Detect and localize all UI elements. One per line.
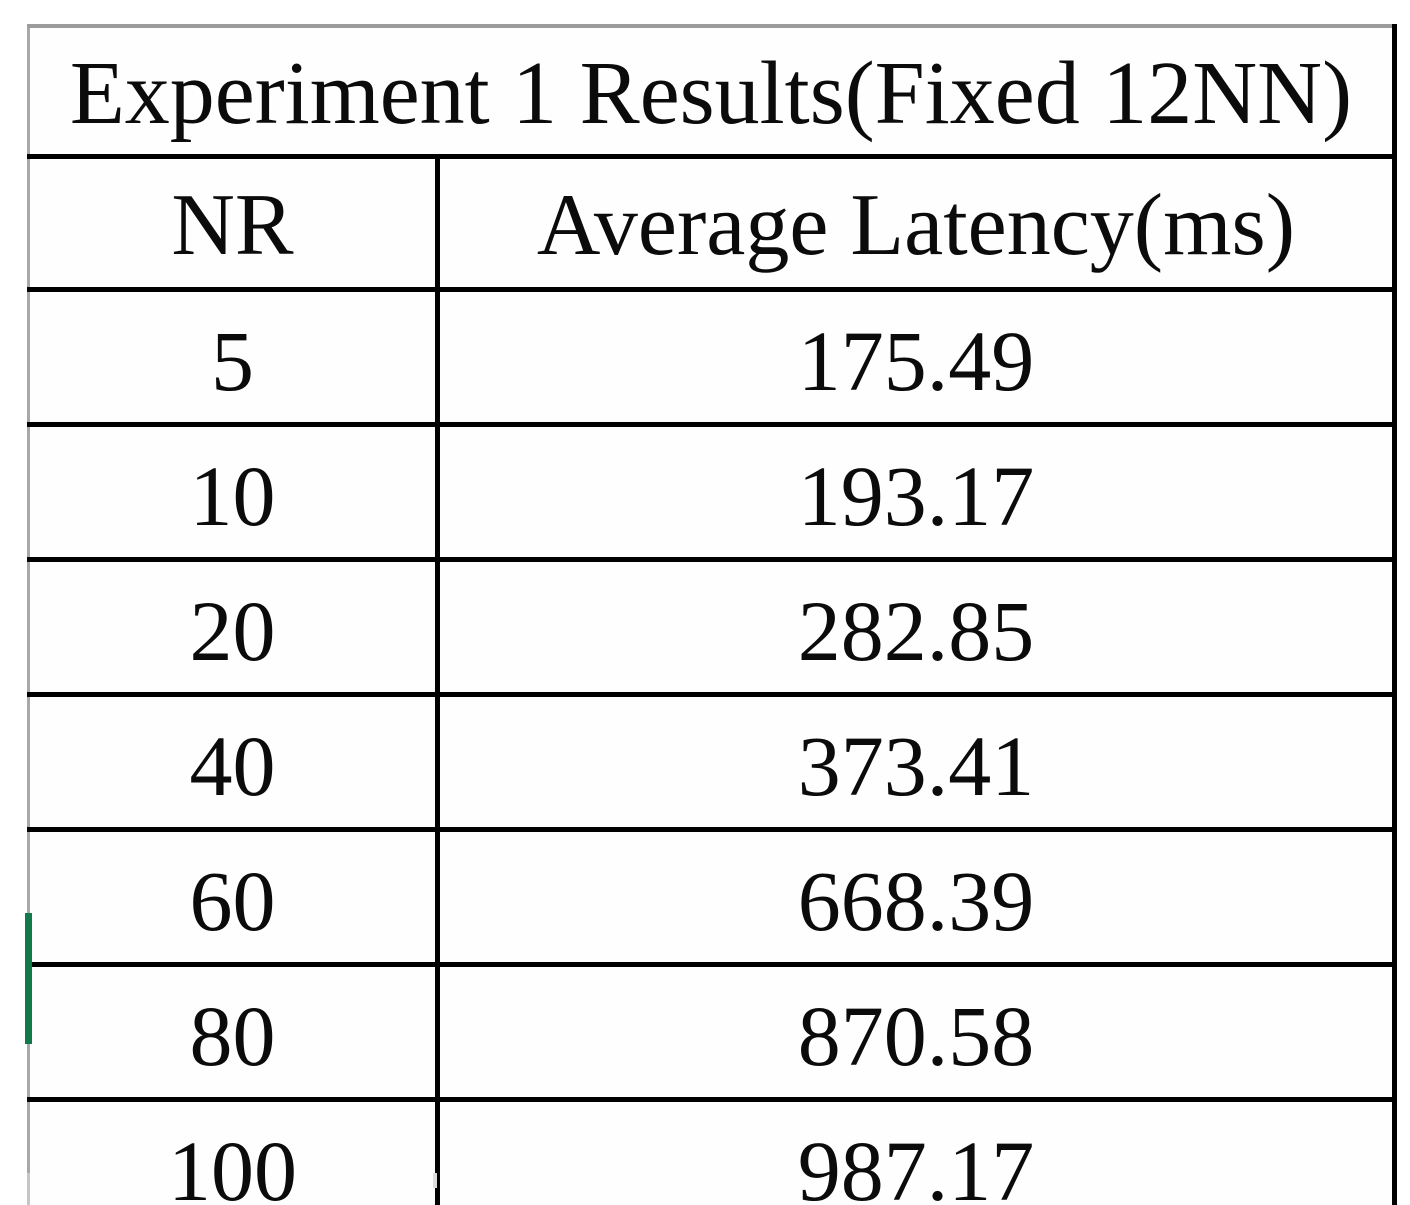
table-row: 10 193.17 [28, 422, 1395, 562]
latency-cell: 193.17 [435, 422, 1395, 562]
table-row: 5 175.49 [28, 287, 1395, 427]
latency-cell: 870.58 [435, 962, 1395, 1102]
latency-cell: 282.85 [435, 557, 1395, 697]
latency-cell: 668.39 [435, 827, 1395, 967]
nr-cell: 60 [28, 827, 440, 967]
latency-cell: 175.49 [435, 287, 1395, 427]
selected-row-marker [25, 913, 32, 1044]
table-row-selected: 80 870.58 [28, 962, 1395, 1102]
table-header-row: NR Average Latency(ms) [28, 154, 1395, 292]
nr-cell: 10 [28, 422, 440, 562]
nr-cell: 40 [28, 692, 440, 832]
gridline-stub-column-divider [433, 1173, 437, 1188]
table-row: 40 373.41 [28, 692, 1395, 832]
latency-cell: 987.17 [435, 1097, 1395, 1205]
table-title: Experiment 1 Results(Fixed 12NN) [28, 26, 1395, 159]
column-header-nr: NR [28, 154, 440, 292]
latency-cell: 373.41 [435, 692, 1395, 832]
table-title-row: Experiment 1 Results(Fixed 12NN) [28, 26, 1395, 159]
nr-cell: 80 [28, 962, 440, 1102]
nr-cell: 20 [28, 557, 440, 697]
nr-cell: 5 [28, 287, 440, 427]
gridline-stub-left [27, 1173, 30, 1205]
nr-cell: 100 [28, 1097, 440, 1205]
results-table: Experiment 1 Results(Fixed 12NN) NR Aver… [27, 24, 1397, 1205]
table-row: 100 987.17 [28, 1097, 1395, 1205]
table-row: 60 668.39 [28, 827, 1395, 967]
column-header-average-latency: Average Latency(ms) [435, 154, 1395, 292]
table-row: 20 282.85 [28, 557, 1395, 697]
